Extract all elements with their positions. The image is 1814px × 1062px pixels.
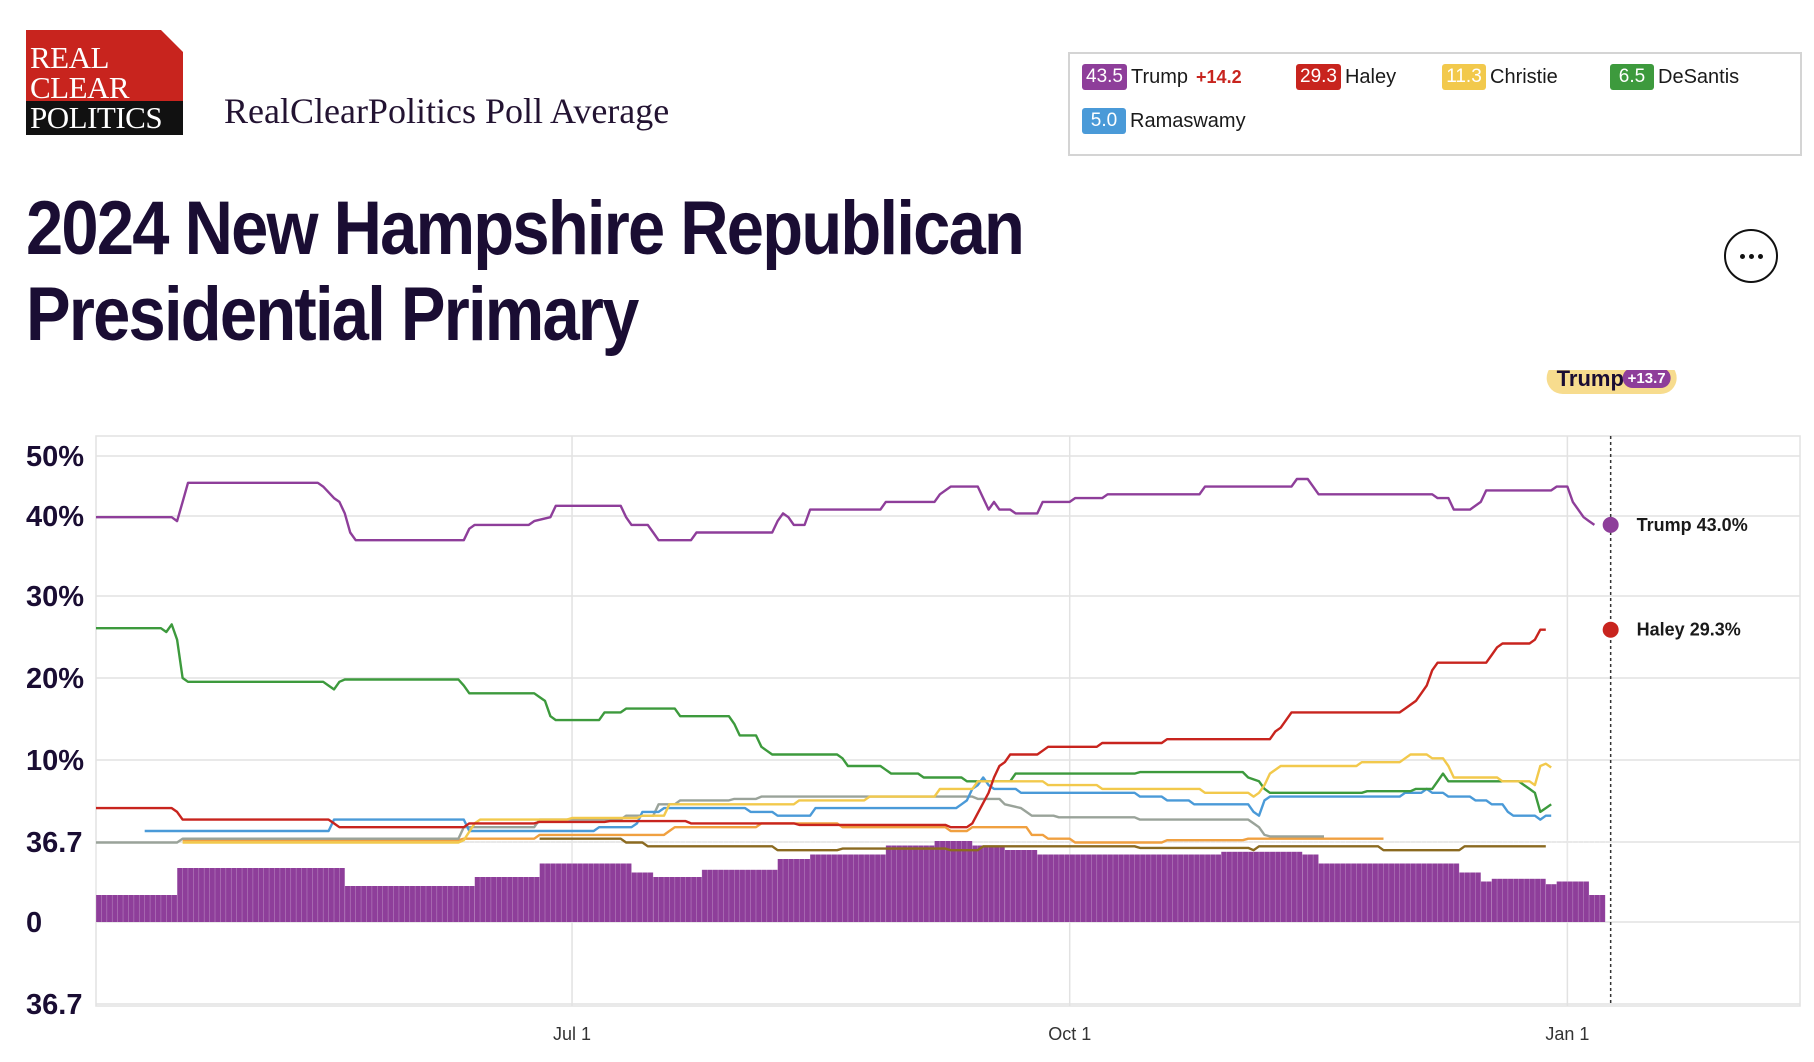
y-tick-label: 10% xyxy=(26,745,84,777)
legend-value-trump: 43.5 xyxy=(1082,64,1127,90)
logo-line-3: POLITICS xyxy=(26,101,183,135)
end-point-label: Trump 43.0% xyxy=(1637,515,1748,535)
series-line-other-3 xyxy=(539,837,1546,852)
legend-item-christie[interactable]: 11.3 Christie xyxy=(1442,64,1558,90)
title-line-2: Presidential Primary xyxy=(26,272,639,357)
end-point-marker xyxy=(1602,621,1619,638)
volume-bar xyxy=(972,845,1005,922)
end-point-marker xyxy=(1602,516,1619,533)
page-subtitle: RealClearPolitics Poll Average xyxy=(224,91,670,131)
volume-bar xyxy=(1556,881,1590,922)
legend-name-trump: Trump xyxy=(1130,65,1189,88)
page-title: 2024 New Hampshire Republican Presidenti… xyxy=(26,186,1025,358)
volume-bar xyxy=(1491,878,1546,922)
rcp-logo[interactable]: REAL CLEAR POLITICS xyxy=(26,30,183,135)
y-tick-label: 30% xyxy=(26,581,84,613)
volume-bar xyxy=(539,863,632,922)
more-icon-dot xyxy=(1757,253,1763,259)
legend-value-haley: 29.3 xyxy=(1296,64,1341,90)
legend-value-christie: 11.3 xyxy=(1442,64,1486,90)
logo-fold xyxy=(161,30,183,52)
series-line-other-2 xyxy=(182,822,1384,844)
volume-bar xyxy=(1004,850,1038,922)
y-tick-label: 50% xyxy=(26,441,84,473)
legend-name-christie: Christie xyxy=(1490,65,1558,88)
volume-bar xyxy=(1545,884,1557,922)
more-icon-dot xyxy=(1739,253,1745,259)
legend-item-haley[interactable]: 29.3 Haley xyxy=(1296,64,1396,90)
title-line-1: 2024 New Hampshire Republican xyxy=(26,186,1025,271)
volume-bar xyxy=(777,859,811,922)
logo-line-2: CLEAR xyxy=(30,70,130,105)
y-tick-label: 0 xyxy=(26,907,42,939)
y-tick-label: 40% xyxy=(26,501,84,533)
volume-bar xyxy=(474,877,540,922)
x-tick-label: Oct 1 xyxy=(1048,1024,1091,1044)
volume-bar xyxy=(810,854,886,922)
end-point-label: Haley 29.3% xyxy=(1637,620,1741,640)
spread-badge-pill xyxy=(1622,370,1671,388)
y-tick-label: 36.7 xyxy=(26,989,82,1021)
x-tick-label: Jan 1 xyxy=(1545,1024,1589,1044)
series-line-ramaswamy xyxy=(144,776,1552,833)
volume-bar xyxy=(1589,895,1606,922)
legend-item-ramaswamy[interactable]: 5.0 Ramaswamy xyxy=(1082,108,1246,134)
legend-spread-trump: +14.2 xyxy=(1196,66,1242,87)
volume-bar xyxy=(1480,881,1492,922)
logo-line-1: REAL xyxy=(30,40,109,75)
legend-name-ramaswamy: Ramaswamy xyxy=(1130,109,1246,132)
more-options-button[interactable] xyxy=(1724,229,1778,283)
series-line-haley xyxy=(96,628,1546,829)
spread-badge-value: +13.7 xyxy=(1628,370,1666,387)
volume-bar xyxy=(885,845,935,922)
y-tick-label: 36.7 xyxy=(26,827,82,859)
spread-badge-name: Trump xyxy=(1557,370,1624,391)
volume-bar xyxy=(1459,872,1481,922)
volume-bar xyxy=(344,886,475,922)
volume-bar xyxy=(653,877,702,922)
series-line-desantis xyxy=(96,623,1552,814)
volume-bar xyxy=(177,868,345,922)
plot-frame xyxy=(95,435,1801,1007)
y-tick-label: 20% xyxy=(26,663,84,695)
volume-bar xyxy=(1221,851,1303,922)
volume-bar xyxy=(96,895,178,922)
volume-bar xyxy=(701,869,778,922)
x-tick-label: Jul 1 xyxy=(553,1024,591,1044)
legend: 43.5 Trump +14.2 29.3 Haley 11.3 Christi… xyxy=(1068,52,1802,156)
poll-chart[interactable]: 50% 40% 30% 20% 10% 36.7 0 36.7 Jul 1 Oct 1 Jan 1 T… xyxy=(0,370,1814,1062)
legend-name-haley: Haley xyxy=(1344,65,1397,88)
volume-bar xyxy=(1037,854,1222,922)
legend-item-desantis[interactable]: 6.5 DeSantis xyxy=(1610,64,1739,90)
volume-bar xyxy=(1302,854,1319,922)
series-line-trump xyxy=(96,477,1596,542)
legend-item-trump[interactable]: 43.5 Trump +14.2 xyxy=(1082,64,1242,90)
series-line-christie xyxy=(182,753,1552,844)
volume-bar xyxy=(934,841,973,922)
legend-name-desantis: DeSantis xyxy=(1658,65,1740,88)
volume-bar xyxy=(1318,863,1460,922)
more-icon-dot xyxy=(1748,253,1754,259)
legend-value-desantis: 6.5 xyxy=(1610,64,1654,90)
legend-value-ramaswamy: 5.0 xyxy=(1082,108,1126,134)
volume-bar xyxy=(631,872,654,922)
